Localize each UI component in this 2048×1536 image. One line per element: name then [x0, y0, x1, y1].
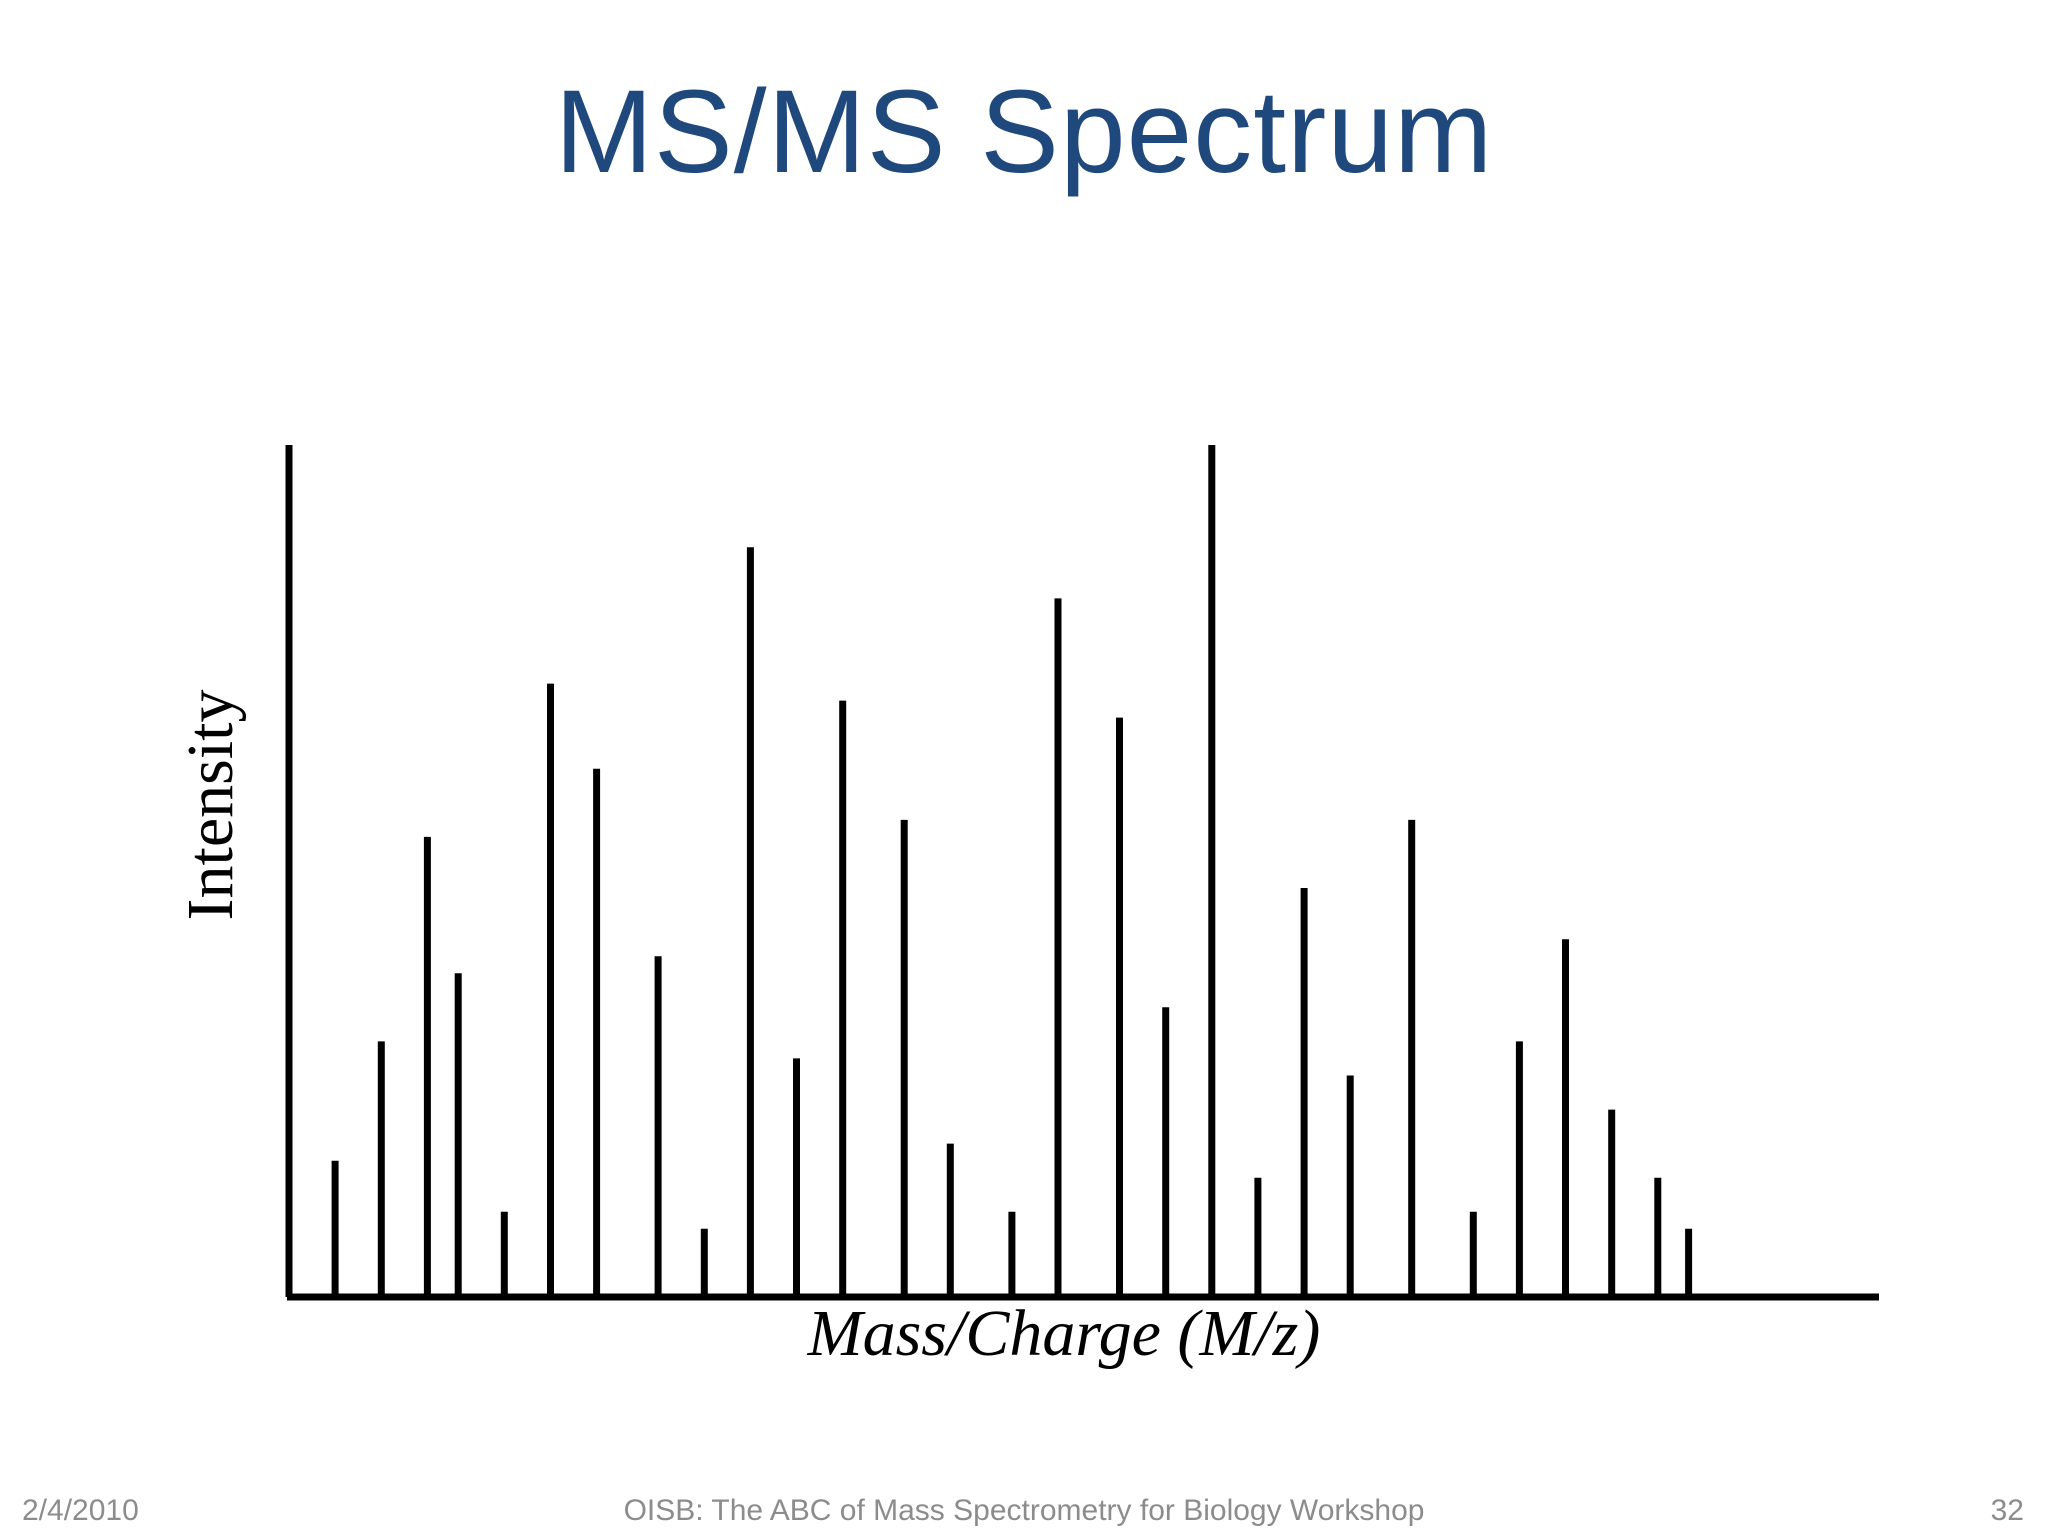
- footer-date: 2/4/2010: [22, 1494, 139, 1527]
- footer-page-number: 32: [1990, 1494, 2024, 1527]
- slide-title: MS/MS Spectrum: [554, 66, 1494, 198]
- y-axis-label: Intensity: [174, 690, 247, 921]
- x-axis-label: Mass/Charge (M/z): [807, 1297, 1321, 1370]
- footer-title: OISB: The ABC of Mass Spectrometry for B…: [623, 1494, 1425, 1527]
- spectrum-peaks: [285, 445, 1693, 1297]
